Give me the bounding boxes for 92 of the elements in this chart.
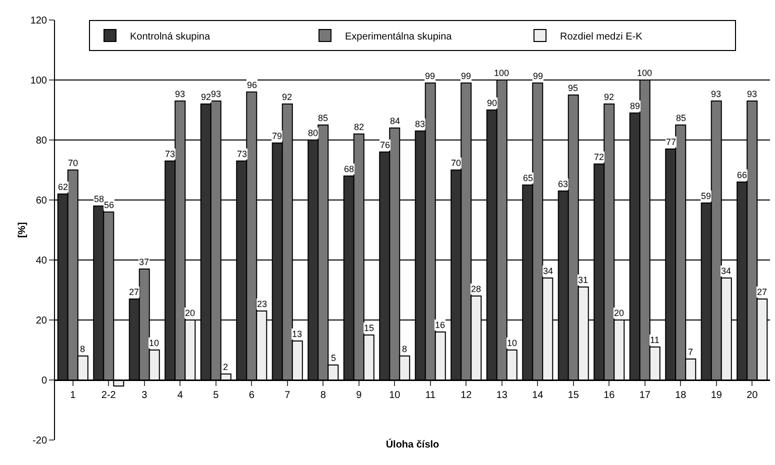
x-tick-label: 4 — [177, 390, 184, 401]
data-label: 27 — [757, 287, 768, 297]
data-label: 93 — [211, 89, 222, 99]
data-label: 68 — [344, 164, 354, 174]
y-tick-label: -20 — [32, 436, 48, 446]
data-label: 10 — [149, 338, 160, 348]
data-label: 8 — [402, 344, 408, 354]
data-label: 15 — [364, 323, 374, 333]
legend-label: Rozdiel medzi E-K — [560, 31, 643, 42]
data-label: 85 — [676, 113, 686, 123]
data-label: 90 — [487, 98, 498, 108]
data-label: 85 — [318, 113, 328, 123]
y-tick-label: 80 — [36, 136, 48, 146]
data-label: 72 — [594, 152, 604, 162]
data-label: 93 — [175, 89, 186, 99]
x-tick-label: 3 — [142, 390, 148, 401]
x-tick-label: 11 — [425, 390, 436, 401]
x-tick-label: 7 — [284, 390, 291, 401]
y-tick-label: 20 — [36, 316, 48, 326]
data-label: 63 — [558, 179, 568, 189]
data-label: 34 — [721, 266, 732, 276]
data-label: 34 — [543, 266, 554, 276]
x-tick-label: 8 — [320, 390, 326, 401]
data-label: 23 — [257, 299, 268, 309]
x-tick-label: 9 — [356, 390, 362, 401]
data-label: 70 — [68, 158, 78, 168]
x-tick-label: 16 — [604, 390, 616, 401]
data-label: 13 — [292, 329, 302, 339]
data-label: 99 — [461, 71, 472, 81]
data-label: 5 — [331, 353, 336, 363]
data-label: 31 — [578, 275, 588, 285]
data-label: 73 — [237, 149, 248, 159]
data-label: 20 — [185, 308, 196, 318]
x-tick-label: 2-2 — [101, 390, 116, 401]
data-label: 93 — [711, 89, 722, 99]
data-label: 7 — [688, 347, 694, 357]
data-label: 27 — [129, 287, 140, 297]
data-label: 70 — [451, 158, 462, 168]
data-label: 8 — [80, 344, 86, 354]
y-tick-label: 40 — [36, 256, 48, 266]
data-label: 96 — [247, 80, 258, 90]
data-label: 99 — [425, 71, 436, 81]
y-tick-label: 120 — [30, 16, 48, 26]
data-label: 16 — [435, 320, 446, 330]
data-label: 79 — [272, 131, 282, 141]
x-tick-label: 5 — [213, 390, 220, 401]
x-tick-label: 15 — [568, 390, 580, 401]
data-label: 82 — [354, 122, 364, 132]
y-tick-label: 60 — [36, 196, 48, 206]
legend-label: Kontrolná skupina — [130, 31, 210, 42]
data-label: 83 — [415, 119, 426, 129]
x-tick-label: 18 — [675, 390, 687, 401]
x-tick-label: 6 — [248, 390, 255, 401]
data-label: 58 — [94, 194, 104, 204]
data-label: 92 — [604, 92, 614, 102]
data-label: 66 — [737, 170, 748, 180]
data-label: 99 — [533, 71, 544, 81]
y-axis-title: [%] — [17, 222, 28, 238]
data-label: 56 — [104, 200, 114, 210]
data-label: 80 — [308, 128, 318, 138]
data-label: 84 — [390, 116, 400, 126]
y-tick-label: 100 — [30, 76, 48, 86]
x-tick-label: 20 — [746, 390, 758, 401]
data-label: 100 — [494, 68, 510, 78]
data-label: 11 — [650, 335, 660, 345]
data-label: 93 — [747, 89, 758, 99]
data-label: 73 — [165, 149, 176, 159]
legend-label: Experimentálna skupina — [345, 31, 452, 42]
x-tick-label: 12 — [460, 390, 472, 401]
y-tick-label: 0 — [41, 376, 48, 386]
data-label: 92 — [282, 92, 292, 102]
x-axis-title: Úloha číslo — [386, 438, 440, 450]
data-label: 10 — [507, 338, 518, 348]
data-label: 65 — [523, 173, 534, 183]
data-label: 20 — [614, 308, 624, 318]
x-tick-label: 1 — [70, 390, 76, 401]
data-label: 100 — [637, 68, 652, 78]
data-label: 2 — [223, 362, 228, 372]
x-tick-label: 10 — [389, 390, 401, 401]
data-label: 89 — [630, 101, 640, 111]
x-tick-label: 19 — [710, 390, 722, 401]
data-label: 77 — [666, 137, 676, 147]
x-tick-label: 14 — [532, 390, 544, 401]
data-label: 28 — [471, 284, 482, 294]
x-tick-label: 13 — [496, 390, 508, 401]
data-label: 76 — [380, 140, 390, 150]
data-label: 37 — [139, 257, 150, 267]
data-label: 92 — [201, 92, 212, 102]
data-label: 59 — [701, 191, 712, 201]
data-label: 62 — [58, 182, 68, 192]
data-label: 95 — [568, 83, 578, 93]
x-tick-label: 17 — [639, 390, 651, 401]
